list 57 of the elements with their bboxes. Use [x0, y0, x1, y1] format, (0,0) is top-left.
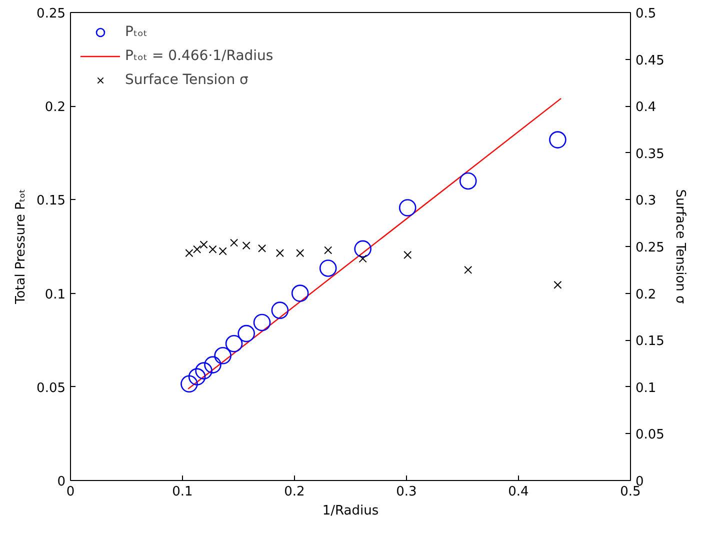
point — [296, 249, 304, 258]
point — [238, 324, 255, 342]
y-tick-label: 0 — [57, 474, 66, 490]
y-tick-label: 0.25 — [36, 6, 66, 22]
point — [459, 172, 477, 190]
y-tick-label: 0.05 — [36, 380, 66, 396]
point — [195, 362, 212, 380]
y2-tick-label: 0.3 — [636, 194, 656, 209]
x-tick-label: 0.5 — [620, 484, 641, 500]
point — [291, 284, 309, 302]
point — [193, 245, 202, 254]
point — [404, 250, 412, 259]
point — [354, 240, 372, 258]
point — [358, 254, 367, 263]
x-tick-label: 0.4 — [508, 484, 529, 500]
y2-tick-label: 0.15 — [636, 334, 664, 350]
y-tick-label: 0.2 — [44, 100, 66, 116]
point — [185, 249, 194, 258]
x-tick-label: 0.3 — [396, 484, 417, 500]
point — [180, 375, 198, 393]
point — [319, 260, 337, 277]
x-tick-label: 0.1 — [172, 484, 193, 500]
y2-tick-label: 0.05 — [636, 428, 664, 443]
y2-tick-label: 0.35 — [636, 146, 664, 162]
point — [464, 266, 472, 274]
y-axis-title: Total Pressure Pₜₒₜ — [14, 188, 29, 306]
y2-tick-label: 0.4 — [636, 100, 656, 116]
point — [208, 245, 217, 254]
y2-axis-title: Surface Tension σ — [672, 189, 688, 304]
point — [554, 280, 562, 289]
point — [200, 240, 208, 249]
point — [242, 242, 250, 250]
point — [218, 247, 227, 256]
x-tick-label: 0.2 — [284, 484, 305, 500]
x-axis-title: 1/Radius — [322, 504, 379, 518]
y2-tick-label: 0.25 — [636, 240, 664, 256]
legend-label: Surface Tension σ — [125, 72, 248, 88]
point — [271, 302, 289, 319]
point — [276, 249, 284, 258]
y2-tick-label: 0.1 — [636, 380, 656, 396]
legend-label: Pₜₒₜ — [125, 24, 148, 40]
point — [225, 335, 243, 352]
legend-label: Pₜₒₜ = 0.466·1/Radius — [125, 48, 274, 64]
y2-tick-label: 0.5 — [636, 6, 656, 22]
point — [253, 314, 271, 332]
point — [324, 246, 332, 254]
point — [549, 131, 566, 148]
y2-tick-label: 0.2 — [636, 287, 656, 302]
point — [204, 356, 222, 374]
point — [188, 368, 206, 386]
point — [230, 238, 238, 247]
y2-tick-label: 0.45 — [636, 53, 664, 68]
y-tick-label: 0.15 — [36, 194, 66, 209]
y-tick-label: 0.1 — [44, 287, 66, 302]
point — [214, 347, 232, 364]
point — [258, 244, 266, 252]
point — [398, 199, 416, 216]
